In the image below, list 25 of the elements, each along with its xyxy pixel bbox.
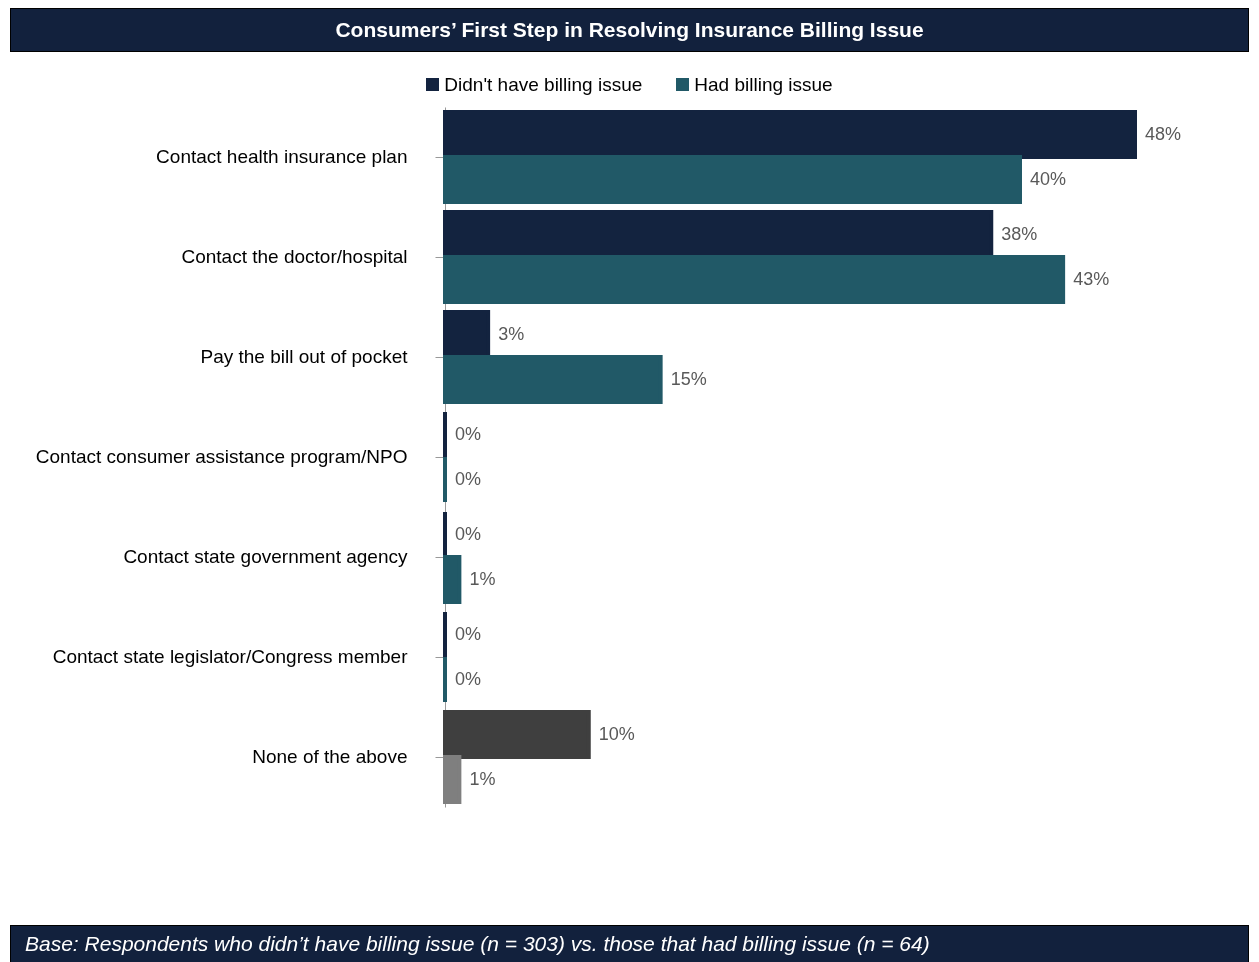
data-label: 1% — [469, 768, 496, 789]
chart-title: Consumers’ First Step in Resolving Insurance Billing Issue — [10, 8, 1249, 52]
legend-label: Didn't have billing issue — [443, 74, 643, 96]
text: Base: Respondents who didn’t have billing issue (n = 303) vs. those that had billing issue (n = 64) — [10, 925, 1249, 962]
y-tick-label: None of the above — [252, 746, 408, 767]
data-label: 1% — [469, 568, 496, 589]
data-label: 0% — [455, 468, 482, 489]
data-label: 0% — [455, 668, 482, 689]
y-tick-label: Contact health insurance plan — [156, 146, 408, 167]
y-tick-label: Contact the doctor/hospital — [181, 246, 408, 267]
y-tick-label: Contact consumer assistance program/NPO — [35, 446, 408, 467]
data-label: 43% — [1073, 268, 1110, 289]
data-label: 40% — [1030, 168, 1067, 189]
data-label: 0% — [455, 523, 482, 544]
data-label: 10% — [598, 723, 635, 744]
y-tick-label: Contact state government agency — [123, 546, 408, 567]
data-label: 0% — [455, 423, 482, 444]
data-label: 38% — [1001, 223, 1038, 244]
data-label: 0% — [455, 623, 482, 644]
data-label: 48% — [1145, 123, 1182, 144]
y-tick-label: Pay the bill out of pocket — [200, 346, 409, 367]
data-label: 3% — [498, 323, 525, 344]
data-label: 15% — [670, 368, 707, 389]
legend-label: Had billing issue — [693, 74, 833, 96]
y-tick-label: Contact state legislator/Congress member — [52, 646, 409, 667]
